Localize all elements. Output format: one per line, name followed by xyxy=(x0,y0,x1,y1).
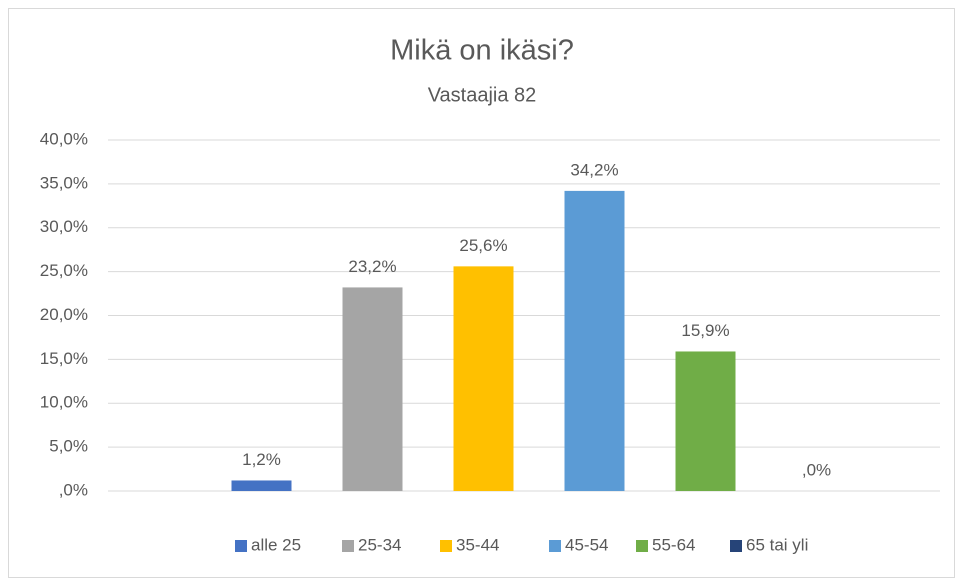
legend-swatch xyxy=(342,540,354,552)
y-tick-label: 20,0% xyxy=(40,305,88,324)
y-tick-label: 25,0% xyxy=(40,261,88,280)
legend-swatch xyxy=(440,540,452,552)
y-tick-label: 15,0% xyxy=(40,349,88,368)
chart-title: Mikä on ikäsi? xyxy=(390,35,574,67)
legend-label: 35-44 xyxy=(456,535,499,554)
data-label: 1,2% xyxy=(242,450,281,469)
bar xyxy=(342,287,403,491)
legend-swatch xyxy=(549,540,561,552)
data-label: 25,6% xyxy=(459,236,507,255)
y-tick-label: 40,0% xyxy=(40,129,88,148)
y-tick-label: ,0% xyxy=(59,480,88,499)
legend-label: 25-34 xyxy=(358,535,401,554)
y-tick-label: 35,0% xyxy=(40,173,88,192)
bar xyxy=(675,351,736,491)
chart-subtitle: Vastaajia 82 xyxy=(428,84,537,106)
data-label: 23,2% xyxy=(348,257,396,276)
y-tick-label: 30,0% xyxy=(40,217,88,236)
bar xyxy=(564,190,625,491)
data-label: 34,2% xyxy=(570,160,618,179)
legend-label: 65 tai yli xyxy=(746,535,808,554)
bar xyxy=(231,480,292,491)
y-tick-label: 10,0% xyxy=(40,393,88,412)
legend-swatch xyxy=(235,540,247,552)
bar xyxy=(453,266,514,491)
legend-swatch xyxy=(730,540,742,552)
legend-swatch xyxy=(636,540,648,552)
y-tick-label: 5,0% xyxy=(49,437,88,456)
legend-label: 45-54 xyxy=(565,535,608,554)
data-label: 15,9% xyxy=(681,321,729,340)
data-label: ,0% xyxy=(802,460,831,479)
legend-label: alle 25 xyxy=(251,535,301,554)
legend-label: 55-64 xyxy=(652,535,695,554)
